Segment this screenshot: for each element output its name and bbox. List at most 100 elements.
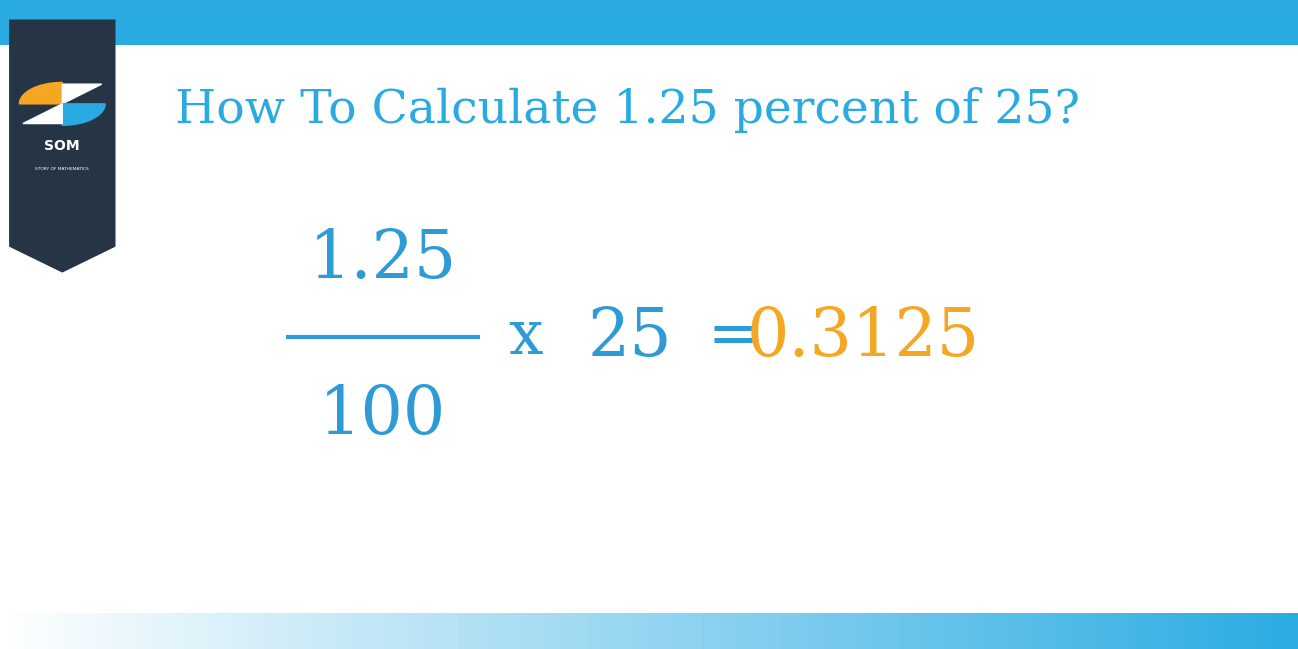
FancyBboxPatch shape [1022,613,1029,649]
FancyBboxPatch shape [658,613,666,649]
FancyBboxPatch shape [147,613,156,649]
FancyBboxPatch shape [139,613,147,649]
FancyBboxPatch shape [1168,613,1177,649]
FancyBboxPatch shape [1203,613,1211,649]
FancyBboxPatch shape [269,613,276,649]
FancyBboxPatch shape [69,613,78,649]
FancyBboxPatch shape [1159,613,1168,649]
FancyBboxPatch shape [441,613,450,649]
FancyBboxPatch shape [363,613,373,649]
FancyBboxPatch shape [121,613,130,649]
FancyBboxPatch shape [614,613,623,649]
FancyBboxPatch shape [762,613,770,649]
FancyBboxPatch shape [951,613,961,649]
FancyBboxPatch shape [432,613,441,649]
FancyBboxPatch shape [986,613,996,649]
FancyBboxPatch shape [744,613,753,649]
FancyBboxPatch shape [1289,613,1298,649]
FancyBboxPatch shape [104,613,113,649]
FancyBboxPatch shape [1246,613,1255,649]
FancyBboxPatch shape [1107,613,1116,649]
FancyBboxPatch shape [415,613,424,649]
FancyBboxPatch shape [528,613,536,649]
FancyBboxPatch shape [944,613,951,649]
Text: 25: 25 [587,305,672,370]
FancyBboxPatch shape [640,613,649,649]
FancyBboxPatch shape [1142,613,1151,649]
FancyBboxPatch shape [1237,613,1246,649]
FancyBboxPatch shape [1229,613,1237,649]
FancyBboxPatch shape [796,613,805,649]
FancyBboxPatch shape [321,613,328,649]
FancyBboxPatch shape [450,613,458,649]
FancyBboxPatch shape [606,613,614,649]
FancyBboxPatch shape [95,613,104,649]
FancyBboxPatch shape [536,613,545,649]
FancyBboxPatch shape [165,613,173,649]
FancyBboxPatch shape [1211,613,1220,649]
FancyBboxPatch shape [874,613,883,649]
FancyBboxPatch shape [406,613,415,649]
FancyBboxPatch shape [130,613,139,649]
FancyBboxPatch shape [701,613,710,649]
FancyBboxPatch shape [1047,613,1055,649]
FancyBboxPatch shape [373,613,380,649]
FancyBboxPatch shape [918,613,925,649]
FancyBboxPatch shape [883,613,892,649]
Polygon shape [23,104,62,123]
FancyBboxPatch shape [580,613,588,649]
FancyBboxPatch shape [1081,613,1090,649]
FancyBboxPatch shape [78,613,87,649]
FancyBboxPatch shape [909,613,918,649]
FancyBboxPatch shape [173,613,182,649]
FancyBboxPatch shape [156,613,165,649]
FancyBboxPatch shape [199,613,208,649]
FancyBboxPatch shape [1272,613,1281,649]
FancyBboxPatch shape [476,613,484,649]
FancyBboxPatch shape [1263,613,1272,649]
FancyBboxPatch shape [424,613,432,649]
FancyBboxPatch shape [380,613,389,649]
Text: 100: 100 [319,383,447,448]
FancyBboxPatch shape [684,613,692,649]
FancyBboxPatch shape [779,613,788,649]
FancyBboxPatch shape [970,613,977,649]
FancyBboxPatch shape [0,0,1298,45]
FancyBboxPatch shape [510,613,519,649]
Polygon shape [62,104,105,125]
FancyBboxPatch shape [1151,613,1159,649]
FancyBboxPatch shape [632,613,640,649]
FancyBboxPatch shape [857,613,866,649]
FancyBboxPatch shape [113,613,121,649]
FancyBboxPatch shape [1099,613,1107,649]
FancyBboxPatch shape [1003,613,1012,649]
FancyBboxPatch shape [260,613,269,649]
FancyBboxPatch shape [649,613,658,649]
FancyBboxPatch shape [458,613,467,649]
FancyBboxPatch shape [666,613,675,649]
FancyBboxPatch shape [225,613,234,649]
FancyBboxPatch shape [1281,613,1289,649]
FancyBboxPatch shape [900,613,909,649]
FancyBboxPatch shape [182,613,191,649]
FancyBboxPatch shape [1185,613,1194,649]
FancyBboxPatch shape [1194,613,1203,649]
FancyBboxPatch shape [692,613,701,649]
FancyBboxPatch shape [1116,613,1125,649]
FancyBboxPatch shape [1220,613,1229,649]
FancyBboxPatch shape [597,613,606,649]
Text: x: x [509,308,543,367]
FancyBboxPatch shape [328,613,337,649]
FancyBboxPatch shape [234,613,243,649]
FancyBboxPatch shape [208,613,217,649]
FancyBboxPatch shape [484,613,493,649]
FancyBboxPatch shape [545,613,554,649]
FancyBboxPatch shape [519,613,528,649]
FancyBboxPatch shape [1177,613,1185,649]
Polygon shape [19,82,62,104]
FancyBboxPatch shape [87,613,95,649]
FancyBboxPatch shape [502,613,510,649]
FancyBboxPatch shape [295,613,302,649]
FancyBboxPatch shape [866,613,874,649]
FancyBboxPatch shape [389,613,398,649]
